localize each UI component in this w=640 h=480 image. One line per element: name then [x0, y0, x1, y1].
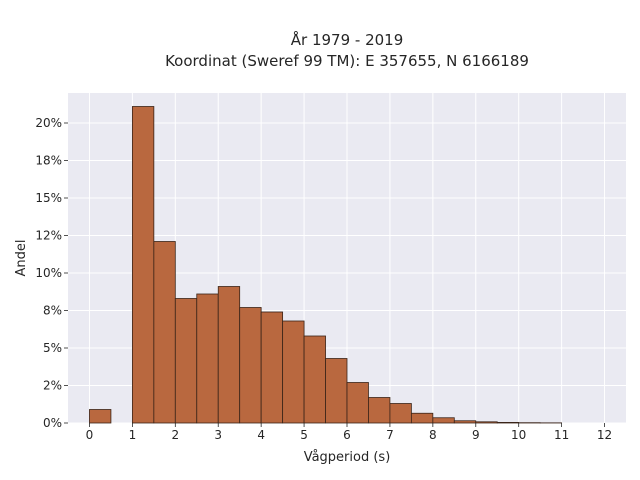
histogram-bar [410, 412, 434, 424]
x-tick-label: 12 [597, 428, 612, 442]
y-tick-label: 2% [43, 379, 62, 393]
x-tick-label: 10 [511, 428, 526, 442]
y-tick-label: 15% [35, 191, 62, 205]
histogram-bar [260, 311, 284, 424]
chart-title-line-2: Koordinat (Sweref 99 TM): E 357655, N 61… [165, 52, 529, 70]
histogram-bar [389, 403, 412, 424]
histogram-bar [475, 421, 498, 424]
y-tick-label: 10% [35, 266, 62, 280]
y-tick-label: 20% [35, 116, 62, 130]
y-axis-ticks: 0% 2% 5% 8% 10% 12% 15% 18% 20% [35, 116, 68, 430]
histogram-bar [196, 293, 219, 424]
x-tick-label: 4 [257, 428, 265, 442]
x-axis-label: Vågperiod (s) [304, 450, 391, 465]
histogram-bar [496, 421, 520, 424]
y-tick-label: 18% [35, 154, 62, 168]
histogram-bar [453, 420, 477, 424]
x-tick-label: 9 [472, 428, 480, 442]
histogram-bar [131, 106, 155, 424]
x-tick-label: 11 [554, 428, 569, 442]
histogram-bar [217, 286, 241, 424]
histogram-bar [303, 335, 326, 424]
histogram-bar [368, 397, 391, 424]
y-tick-label: 0% [43, 416, 62, 430]
x-tick-label: 7 [386, 428, 394, 442]
y-tick-label: 8% [43, 304, 62, 318]
histogram-bar [325, 358, 348, 424]
histogram-bar [239, 307, 262, 424]
x-tick-label: 6 [343, 428, 351, 442]
x-tick-label: 1 [129, 428, 137, 442]
x-axis-ticks: 0 1 2 3 4 5 6 7 8 9 10 11 12 [86, 423, 612, 442]
histogram-bar [346, 382, 369, 424]
y-tick-label: 12% [35, 229, 62, 243]
y-tick-label: 5% [43, 341, 62, 355]
histogram-bar [432, 417, 455, 424]
bars [89, 106, 563, 424]
x-tick-label: 0 [86, 428, 94, 442]
x-tick-label: 3 [214, 428, 222, 442]
x-tick-label: 5 [300, 428, 308, 442]
x-tick-label: 2 [171, 428, 179, 442]
x-tick-label: 8 [429, 428, 437, 442]
histogram-bar [282, 320, 305, 424]
histogram-bar [89, 409, 112, 424]
chart-title-line-1: År 1979 - 2019 [291, 30, 404, 49]
histogram-bar [174, 298, 198, 424]
y-axis-label: Andel [14, 240, 29, 277]
histogram-bar [153, 241, 176, 424]
